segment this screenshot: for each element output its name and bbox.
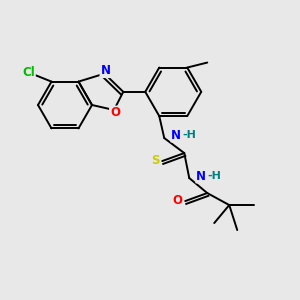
Text: N: N xyxy=(100,64,110,77)
Text: -H: -H xyxy=(182,130,196,140)
Text: N: N xyxy=(171,129,181,142)
Text: O: O xyxy=(110,106,120,119)
Text: -H: -H xyxy=(207,171,221,181)
Text: O: O xyxy=(172,194,182,207)
Text: S: S xyxy=(151,154,160,166)
Text: N: N xyxy=(196,169,206,183)
Text: Cl: Cl xyxy=(22,66,35,79)
